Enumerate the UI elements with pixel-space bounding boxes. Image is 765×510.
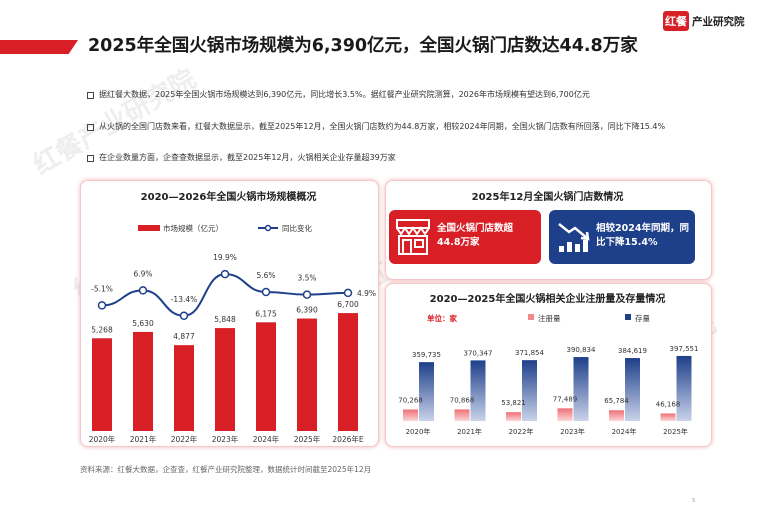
yoy-label: 5.6% (256, 271, 275, 280)
registration-bar (506, 412, 521, 421)
yoy-point (179, 311, 189, 320)
stores-count-text: 全国火锅门店数超44.8万家 (437, 223, 514, 248)
enterprise-x-tick: 2021年 (457, 427, 482, 436)
bullet-square-icon (87, 155, 94, 162)
enterprise-x-tick: 2025年 (663, 427, 688, 436)
enterprise-x-tick: 2024年 (612, 427, 637, 436)
market-bar (92, 338, 112, 431)
enterprise-unit: 单位：家 (427, 313, 457, 323)
stock-bar (522, 360, 537, 421)
yoy-label: 4.9% (357, 289, 376, 298)
stock-label: 390,834 (567, 346, 596, 354)
yoy-point (97, 301, 107, 310)
legend-swatch-registrations (528, 314, 534, 320)
registration-label: 46,168 (656, 400, 681, 408)
market-x-tick: 2024年 (253, 434, 280, 444)
yoy-point (302, 290, 312, 299)
bullet-square-icon (87, 124, 94, 131)
yoy-label: 6.9% (133, 269, 152, 278)
market-bar (174, 345, 194, 431)
registration-bar (609, 410, 624, 421)
stores-panel-title: 2025年12月全国火锅门店数情况 (471, 192, 624, 203)
stores-change-text: 相较2024年同期，同比下降15.4% (596, 223, 689, 248)
page-title: 2025年全国火锅市场规模为6,390亿元，全国火锅门店数达44.8万家 (88, 36, 638, 56)
stock-bar (470, 360, 486, 421)
legend-label-registrations: 注册量 (538, 313, 561, 323)
bullet-item: 据红餐大数据，2025年全国火锅市场规模达到6,390亿元，同比增长3.5%。据… (87, 90, 697, 101)
legend-swatch-market (138, 225, 160, 231)
market-x-tick: 2020年 (89, 434, 116, 444)
legend-marker-yoy (264, 224, 272, 232)
bullet-item: 在企业数量方面，企查查数据显示，截至2025年12月，火锅相关企业存量超39万家 (87, 153, 697, 164)
yoy-point (261, 287, 271, 297)
market-bar (338, 313, 358, 431)
market-bar-label: 5,268 (91, 325, 113, 334)
market-x-tick: 2025年 (294, 434, 321, 444)
market-bar-label: 5,630 (132, 319, 154, 328)
logo-text: 产业研究院 (692, 15, 745, 28)
enterprise-chart: 单位：家 注册量 存量 70,268 359,735 2020年 70,868 370,347… (398, 313, 699, 436)
market-bar (256, 322, 276, 431)
yoy-label: -5.1% (91, 284, 113, 293)
registration-bar (403, 409, 418, 421)
yoy-point (220, 269, 230, 279)
legend-label-stock: 存量 (635, 313, 650, 323)
market-x-tick: 2022年 (171, 434, 198, 444)
enterprise-x-tick: 2022年 (509, 427, 534, 436)
registration-label: 53,821 (501, 399, 526, 407)
registration-label: 77,489 (553, 395, 578, 403)
legend-label-yoy: 同比变化 (282, 223, 312, 233)
market-bar-label: 5,848 (214, 315, 236, 324)
market-bar-label: 6,700 (337, 300, 359, 309)
market-size-chart: 市场规模（亿元） 同比变化 5,268 2020年 5,630 2021年 4,877 202… (89, 223, 376, 444)
registration-label: 65,784 (604, 397, 629, 405)
market-bar (215, 328, 235, 431)
enterprise-x-tick: 2023年 (560, 427, 585, 436)
market-bar-label: 6,175 (255, 309, 277, 318)
logo: 红餐 产业研究院 (663, 10, 751, 32)
registration-bar (454, 409, 470, 421)
stock-label: 371,854 (515, 349, 544, 357)
yoy-point (343, 288, 353, 298)
market-bar-label: 6,390 (296, 306, 318, 315)
stock-bar (573, 357, 589, 421)
registration-bar (660, 413, 676, 421)
legend-swatch-stock (625, 314, 631, 320)
page-number: 5 (692, 498, 696, 504)
yoy-point (138, 286, 148, 295)
market-bar (297, 318, 317, 431)
source-note: 资料来源：红餐大数据，企查查，红餐产业研究院整理，数据统计时间截至2025年12… (80, 465, 372, 474)
market-x-tick: 2023年 (212, 434, 239, 444)
legend-label-market: 市场规模（亿元） (163, 223, 223, 233)
market-bar (133, 331, 153, 431)
stock-label: 397,551 (670, 345, 699, 353)
registration-label: 70,868 (450, 396, 475, 404)
market-bar-label: 4,877 (173, 332, 195, 341)
stock-label: 359,735 (412, 351, 441, 359)
enterprise-panel-title: 2020—2025年全国火锅相关企业注册量及存量情况 (429, 294, 666, 305)
market-panel-title: 2020—2026年全国火锅市场规模概况 (140, 192, 317, 203)
bullet-item: 从火锅的全国门店数来看，红餐大数据显示，截至2025年12月，全国火锅门店数约为… (87, 122, 697, 133)
storefront-icon (396, 219, 430, 255)
stock-label: 384,619 (618, 347, 647, 355)
stock-label: 370,347 (464, 349, 493, 357)
stock-bar (625, 358, 640, 421)
enterprise-x-tick: 2020年 (406, 427, 431, 436)
stock-bar (419, 362, 434, 421)
trend-down-icon (558, 223, 590, 252)
logo-mark: 红餐 (663, 11, 689, 31)
yoy-label: -13.4% (171, 295, 198, 304)
yoy-label: 19.9% (213, 253, 237, 262)
market-x-tick: 2021年 (130, 434, 157, 444)
stores-change-card: 相较2024年同期，同比下降15.4% (549, 210, 695, 264)
yoy-label: 3.5% (297, 274, 316, 283)
header-accent-bar (0, 40, 78, 54)
registration-label: 70,268 (398, 397, 423, 405)
stores-count-card: 全国火锅门店数超44.8万家 (389, 210, 541, 264)
registration-bar (557, 408, 573, 421)
market-x-tick: 2026年E (332, 434, 364, 444)
bullet-square-icon (87, 92, 94, 99)
enterprise-panel (385, 283, 712, 447)
stock-bar (676, 355, 692, 421)
